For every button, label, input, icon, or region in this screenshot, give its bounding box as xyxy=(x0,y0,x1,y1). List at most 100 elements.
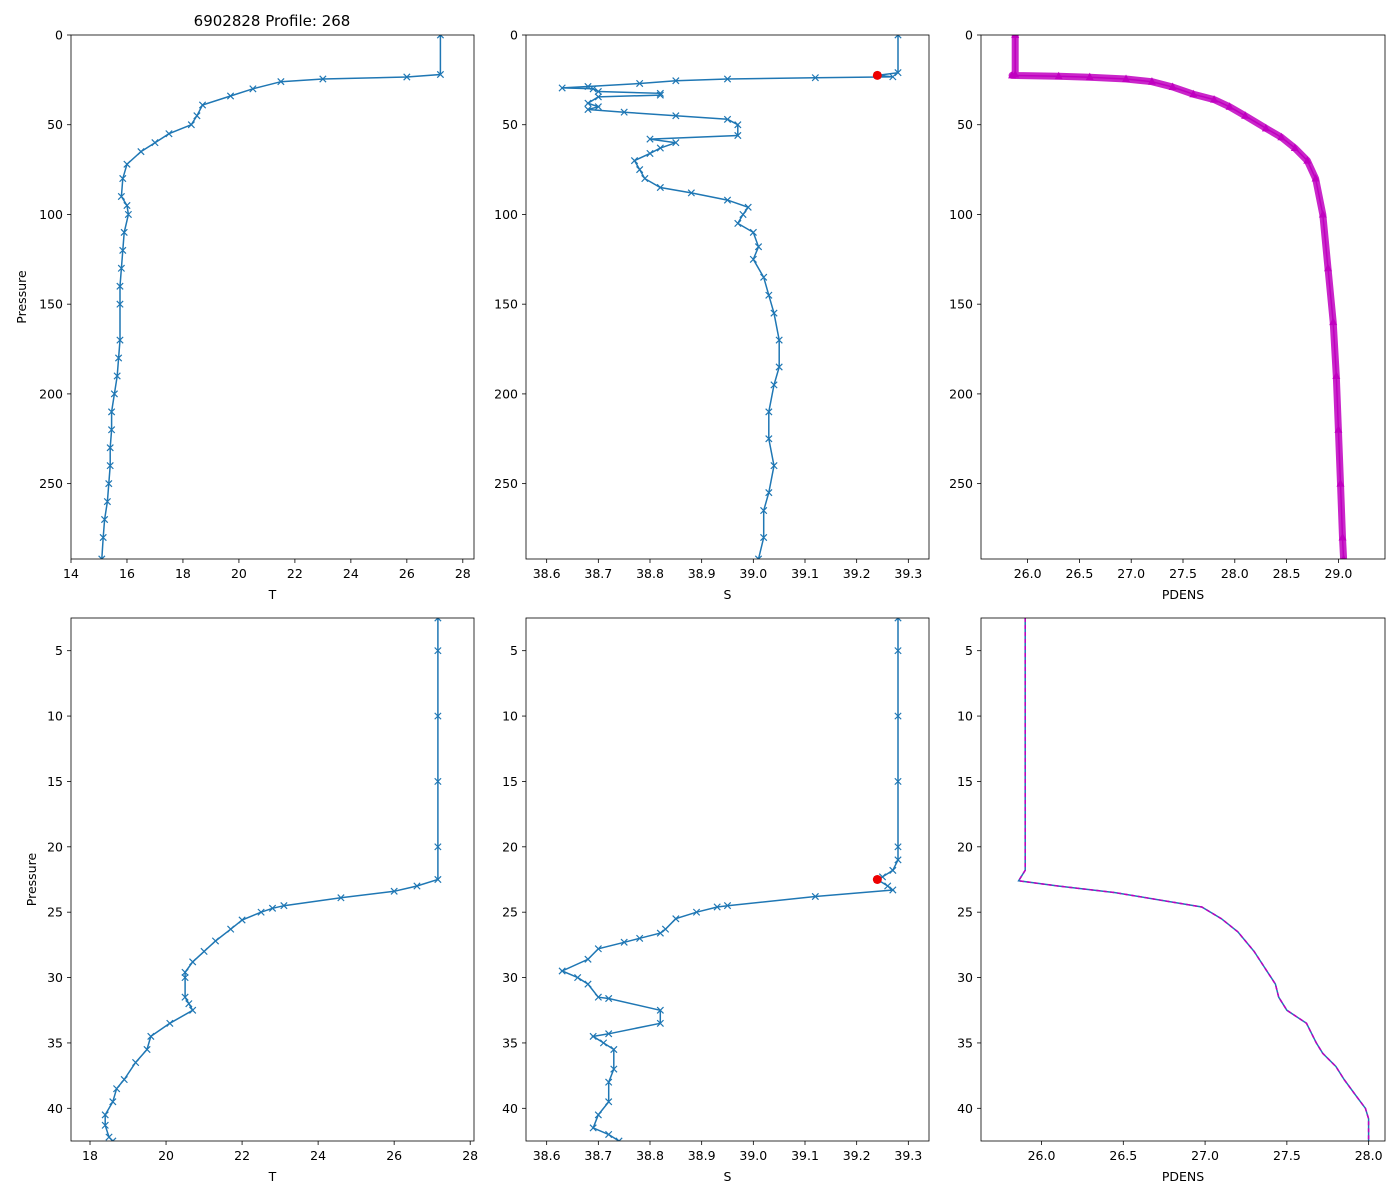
x-tick-label: 38.9 xyxy=(688,566,716,581)
x-tick-label: 38.8 xyxy=(636,1148,664,1163)
x-marker xyxy=(656,1006,664,1014)
x-marker xyxy=(672,77,680,85)
x-marker xyxy=(193,112,201,120)
figure-title: 6902828 Profile: 268 xyxy=(194,12,351,30)
x-marker xyxy=(594,945,602,953)
x-marker xyxy=(436,70,445,79)
y-tick-label: 5 xyxy=(965,643,973,658)
x-marker xyxy=(894,647,902,655)
y-tick-label: 200 xyxy=(494,386,518,401)
x-marker xyxy=(181,973,189,982)
y-tick-label: 100 xyxy=(949,207,973,222)
x-marker xyxy=(558,967,566,975)
x-marker xyxy=(692,908,701,916)
series-line xyxy=(562,35,899,559)
x-marker xyxy=(723,902,732,910)
x-marker xyxy=(594,103,602,111)
x-marker xyxy=(656,144,664,152)
x-tick-label: 26.0 xyxy=(1014,566,1042,581)
x-tick-label: 28.0 xyxy=(1221,566,1249,581)
x-marker xyxy=(594,87,602,96)
plot-area xyxy=(101,618,442,1141)
x-marker xyxy=(123,160,131,168)
series-line-dashed xyxy=(1017,618,1370,1141)
triangle-marker xyxy=(1303,156,1312,164)
x-marker xyxy=(760,273,768,281)
x-marker xyxy=(765,408,773,416)
x-marker xyxy=(760,506,768,515)
x-marker xyxy=(123,201,131,210)
y-tick-label: 50 xyxy=(957,117,973,132)
triangle-marker xyxy=(1122,74,1131,82)
x-marker xyxy=(434,777,442,786)
triangle-marker xyxy=(1210,95,1219,103)
x-marker xyxy=(119,246,127,254)
y-tick-label: 5 xyxy=(55,643,63,658)
x-marker xyxy=(656,929,664,937)
y-tick-label: 250 xyxy=(949,476,973,491)
x-marker xyxy=(403,73,411,81)
x-marker xyxy=(672,915,680,923)
x-marker xyxy=(109,1137,117,1141)
triangle-marker xyxy=(1189,89,1198,98)
x-axis-label: S xyxy=(724,1169,732,1184)
x-marker xyxy=(605,1030,613,1038)
triangle-marker xyxy=(1054,71,1063,80)
plot-area xyxy=(1017,618,1370,1141)
x-marker xyxy=(574,973,582,982)
x-tick-label: 38.6 xyxy=(533,1148,561,1163)
x-marker xyxy=(661,925,670,933)
x-tick-label: 39.2 xyxy=(843,566,871,581)
x-marker xyxy=(120,1075,128,1084)
triangle-marker xyxy=(1336,479,1345,487)
x-tick-label: 39.0 xyxy=(739,566,767,581)
triangle-marker xyxy=(1332,371,1341,379)
marker-band xyxy=(1008,35,1348,559)
x-tick-label: 28.5 xyxy=(1273,566,1301,581)
x-marker xyxy=(889,886,897,894)
x-marker xyxy=(227,925,235,933)
x-tick-label: 39.2 xyxy=(843,1148,871,1163)
x-marker xyxy=(894,856,902,864)
x-tick-label: 24 xyxy=(343,566,359,581)
x-marker xyxy=(765,488,773,497)
y-tick-label: 150 xyxy=(949,297,973,312)
x-marker xyxy=(811,892,819,901)
x-tick-label: 39.0 xyxy=(739,1148,767,1163)
x-tick-label: 28.0 xyxy=(1355,1148,1383,1163)
x-marker xyxy=(589,85,597,93)
x-marker xyxy=(165,130,173,138)
highlight-point xyxy=(872,875,882,884)
triangle-marker xyxy=(1290,143,1299,152)
axes-frame xyxy=(70,34,475,560)
x-marker xyxy=(610,1065,618,1073)
y-tick-label: 250 xyxy=(39,476,63,491)
x-tick-label: 38.6 xyxy=(533,566,561,581)
x-tick-label: 28 xyxy=(455,566,471,581)
y-tick-label: 200 xyxy=(39,386,63,401)
plot-area xyxy=(1008,35,1348,559)
y-tick-label: 40 xyxy=(502,1101,518,1116)
x-marker xyxy=(889,866,897,874)
x-marker xyxy=(110,390,119,398)
x-marker xyxy=(98,555,106,559)
x-marker xyxy=(143,1045,151,1054)
x-marker xyxy=(198,101,207,109)
x-marker xyxy=(723,115,732,123)
x-marker xyxy=(713,903,721,911)
y-tick-label: 50 xyxy=(502,117,518,132)
x-marker xyxy=(894,843,902,851)
y-tick-label: 30 xyxy=(502,970,518,985)
triangle-marker xyxy=(1324,263,1333,272)
x-marker xyxy=(770,462,778,470)
x-tick-label: 27.0 xyxy=(1117,566,1145,581)
triangle-marker xyxy=(1329,317,1338,326)
x-tick-label: 26.0 xyxy=(1028,1148,1056,1163)
x-marker xyxy=(734,121,742,129)
x-marker xyxy=(187,121,195,129)
triangle-marker xyxy=(1147,77,1156,85)
x-tick-label: 29.0 xyxy=(1324,566,1352,581)
triangle-marker xyxy=(1318,209,1327,218)
x-marker xyxy=(100,515,109,524)
